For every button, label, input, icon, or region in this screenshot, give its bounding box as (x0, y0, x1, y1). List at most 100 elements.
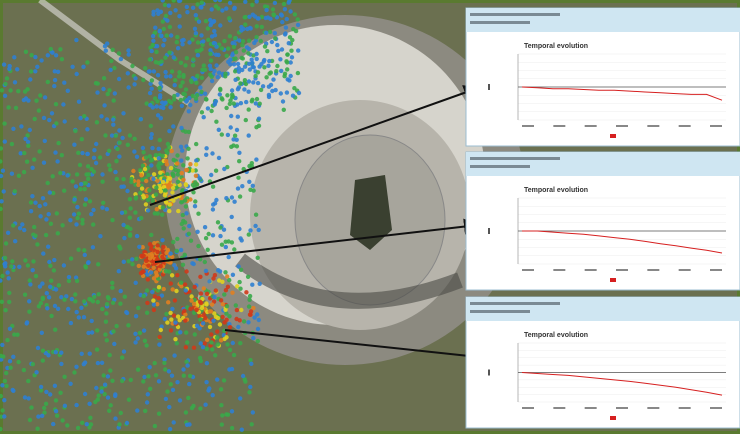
x-tick-label (679, 407, 691, 409)
ps-point (198, 406, 202, 410)
ps-point (164, 397, 168, 401)
ps-point (145, 400, 149, 404)
ps-point (144, 155, 148, 159)
ps-point (255, 24, 259, 28)
ps-point (296, 71, 300, 75)
ps-point (154, 373, 158, 377)
ps-point (238, 194, 242, 198)
ps-point (199, 341, 203, 345)
ps-point (233, 36, 237, 40)
popup-header (466, 8, 740, 32)
ps-point (101, 201, 105, 205)
ps-point (88, 416, 92, 420)
ps-point (150, 78, 154, 82)
ps-point (273, 36, 277, 40)
ps-point (230, 215, 234, 219)
ps-point (291, 94, 295, 98)
ps-point (248, 358, 252, 362)
ps-point (210, 347, 214, 351)
ps-point (174, 266, 178, 270)
ps-point (6, 231, 10, 235)
ps-point (184, 269, 188, 273)
ps-point (175, 161, 179, 165)
ps-point (24, 96, 28, 100)
ps-point (146, 374, 150, 378)
ps-point (120, 355, 124, 359)
y-axis-label (488, 84, 490, 90)
ps-point (247, 164, 251, 168)
ps-point (92, 295, 96, 299)
ps-point (184, 211, 188, 215)
ps-point (49, 279, 53, 283)
ps-point (84, 197, 88, 201)
ps-point (106, 395, 110, 399)
ps-point (235, 308, 239, 312)
ps-point (175, 341, 179, 345)
ps-point (199, 47, 203, 51)
ps-point (255, 97, 259, 101)
ps-point (188, 374, 192, 378)
ps-point (193, 285, 197, 289)
ps-point (191, 63, 195, 67)
ps-point (183, 198, 187, 202)
ps-point (4, 384, 8, 388)
ps-point (89, 297, 93, 301)
ps-point (223, 74, 227, 78)
ps-point (205, 361, 209, 365)
ps-point (105, 302, 109, 306)
ps-point (185, 423, 189, 427)
ps-point (84, 181, 88, 185)
ps-point (34, 370, 38, 374)
ps-point (267, 93, 271, 97)
ps-point (80, 151, 84, 155)
ps-point (81, 65, 85, 69)
ps-point (237, 151, 241, 155)
ps-point (214, 53, 218, 57)
ps-point (36, 346, 40, 350)
ps-point (24, 50, 28, 54)
ps-point (83, 203, 87, 207)
ps-point (192, 346, 196, 350)
ps-point (126, 225, 130, 229)
ps-point (226, 133, 230, 137)
header-line (470, 310, 530, 313)
ps-point (156, 243, 160, 247)
ps-point (181, 73, 185, 77)
ps-point (233, 56, 237, 60)
ps-point (264, 75, 268, 79)
x-tick-label (616, 125, 628, 127)
ps-point (160, 255, 164, 259)
ps-point (167, 129, 171, 133)
ps-point (202, 286, 206, 290)
ps-point (185, 5, 189, 9)
ps-point (47, 295, 51, 299)
ps-point (107, 88, 111, 92)
ps-point (144, 202, 148, 206)
ps-point (66, 307, 70, 311)
ps-point (133, 210, 137, 214)
ps-point (25, 87, 29, 91)
x-tick-label (553, 125, 565, 127)
ps-point (195, 49, 199, 53)
ps-point (105, 117, 109, 121)
ps-point (218, 92, 222, 96)
ps-point (167, 3, 171, 7)
ps-point (225, 274, 229, 278)
ps-point (3, 379, 7, 383)
ps-point (83, 392, 87, 396)
ps-point (284, 25, 288, 29)
ps-point (200, 110, 204, 114)
ps-point (151, 39, 155, 43)
ps-point (145, 288, 149, 292)
ps-point (204, 19, 208, 23)
ps-point (170, 190, 174, 194)
ps-point (213, 201, 217, 205)
ps-point (47, 118, 51, 122)
ps-point (177, 70, 181, 74)
ps-point (187, 109, 191, 113)
ps-point (271, 12, 275, 16)
ps-point (254, 157, 258, 161)
ps-point (224, 335, 228, 339)
ps-point (107, 149, 111, 153)
ps-point (257, 318, 261, 322)
